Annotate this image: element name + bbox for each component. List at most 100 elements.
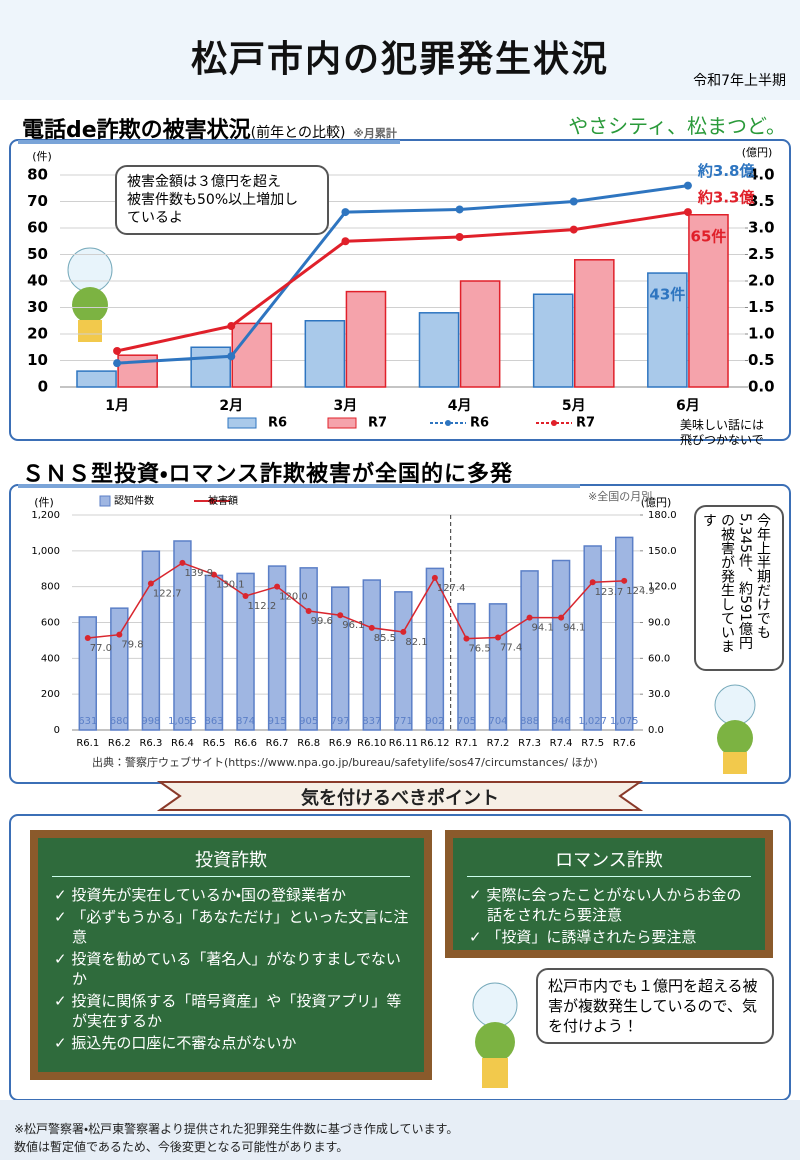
x-tick-label: R6.7	[266, 738, 289, 749]
y-tick-label: 0	[38, 378, 48, 396]
callout: 松戸市内でも１億円を超える被害が複数発生しているので、気を付けよう！	[536, 968, 774, 1044]
bar	[532, 293, 574, 388]
bar	[331, 586, 350, 731]
line-marker	[569, 225, 578, 234]
bar	[173, 540, 192, 731]
y2-tick-label: 30.0	[648, 689, 670, 700]
legend-swatch	[327, 417, 357, 429]
x-tick-label: 4月	[448, 398, 472, 414]
line-marker	[589, 579, 596, 586]
x-tick-label: R6.11	[389, 738, 418, 749]
value-label: 43件	[649, 286, 685, 304]
value-label: 65件	[691, 227, 727, 245]
y-tick-label: 10	[27, 351, 48, 369]
x-tick-label: R6.2	[108, 738, 131, 749]
board-item: 投資先が実在しているか・国の登録業者か	[52, 885, 410, 905]
board-item: 「必ずもうかる」「あなただけ」といった文言に注意	[52, 907, 410, 947]
y2-tick-label: 2.0	[748, 272, 775, 290]
value-label: 902	[425, 716, 444, 727]
y-tick-label: 70	[27, 192, 48, 210]
value-label: 130.1	[216, 580, 245, 591]
x-tick-label: R7.2	[487, 738, 510, 749]
x-tick-label: R7.6	[613, 738, 636, 749]
board-item: 投資に関係する「暗号資産」や「投資アプリ」等が実在するか	[52, 991, 410, 1031]
y-tick-label: 50	[27, 245, 48, 263]
x-tick-label: R7.4	[550, 738, 573, 749]
bar	[204, 574, 224, 731]
value-label: 874	[236, 716, 255, 727]
value-label: 797	[331, 716, 350, 727]
value-label: 約3.8億	[697, 162, 755, 180]
y2-tick-label: 150.0	[648, 546, 677, 557]
line-marker	[368, 624, 375, 631]
line-marker	[113, 359, 122, 368]
x-tick-label: R6.8	[297, 738, 320, 749]
value-label: 約3.3億	[697, 189, 755, 207]
y2-tick-label: 180.0	[648, 510, 677, 521]
value-label: 888	[520, 716, 539, 727]
y2-tick-label: 0.5	[748, 351, 775, 369]
value-label: 79.8	[121, 640, 143, 651]
board: 投資詐欺 投資先が実在しているか・国の登録業者か 「必ずもうかる」「あなただけ」…	[30, 830, 432, 1080]
legend-label: R7	[576, 416, 595, 431]
y-tick-label: 600	[41, 618, 60, 629]
x-tick-label: R6.6	[234, 738, 257, 749]
x-tick-label: 3月	[334, 398, 358, 414]
value-label: 915	[268, 716, 287, 727]
axis-unit: (件)	[32, 150, 52, 163]
legend-swatch	[227, 417, 257, 429]
legend-swatch	[445, 420, 451, 426]
legend-label: R7	[368, 416, 387, 431]
value-label: 85.5	[374, 633, 396, 644]
value-label: 139.9	[184, 568, 213, 579]
y2-tick-label: 3.5	[748, 192, 775, 210]
bar	[141, 550, 161, 731]
y-tick-label: 1,200	[31, 510, 60, 521]
bar	[574, 259, 615, 388]
footer-bg	[0, 1100, 800, 1160]
callout-line: 被害金額は３億円を超え	[127, 174, 281, 190]
bar	[583, 545, 602, 731]
x-tick-label: R6.1	[76, 738, 99, 749]
y-tick-label: 40	[27, 272, 48, 290]
line-marker	[621, 577, 628, 584]
mascot-speech: 美味しい話には 飛びつかないで	[680, 418, 764, 448]
chart-title: ＳＮＳ型投資・ロマンス詐欺被害が全国的に多発	[22, 462, 514, 487]
board-item: 「投資」に誘導されたら要注意	[467, 927, 751, 947]
line-marker	[242, 592, 249, 599]
legend-swatch	[551, 420, 557, 426]
value-label: 1,055	[168, 716, 197, 727]
y2-tick-label: 60.0	[648, 653, 670, 664]
bar	[76, 370, 117, 388]
value-label: 94.1	[563, 623, 585, 634]
bar	[647, 272, 688, 388]
board: ロマンス詐欺 実際に会ったことがない人からお金の話をされたら要注意 「投資」に誘…	[445, 830, 773, 958]
bar	[345, 290, 387, 388]
bar	[520, 570, 539, 731]
bar	[110, 607, 129, 731]
x-tick-label: R7.1	[455, 738, 478, 749]
board-item: 実際に会ったことがない人からお金の話をされたら要注意	[467, 885, 751, 925]
y-tick-label: 30	[27, 298, 48, 316]
bar	[236, 572, 255, 731]
line-marker	[341, 237, 350, 246]
value-label: 77.4	[500, 643, 522, 654]
x-tick-label: 1月	[105, 398, 129, 414]
board-list: 実際に会ったことがない人からお金の話をされたら要注意 「投資」に誘導されたら要注…	[467, 885, 751, 947]
page-title: 松戸市内の犯罪発生状況	[190, 39, 609, 80]
x-tick-label: 2月	[219, 398, 243, 414]
line	[87, 562, 625, 640]
value-label: 631	[78, 716, 97, 727]
y-tick-label: 80	[27, 166, 48, 184]
x-tick-label: R6.3	[139, 738, 162, 749]
line-marker	[113, 346, 122, 355]
value-label: 705	[457, 716, 476, 727]
x-tick-label: R7.5	[581, 738, 604, 749]
bar	[304, 320, 346, 388]
bar	[418, 312, 460, 388]
bar	[551, 559, 571, 731]
line-marker	[463, 635, 470, 642]
y2-tick-label: 3.0	[748, 219, 775, 237]
line-marker	[116, 631, 123, 638]
board-list: 投資先が実在しているか・国の登録業者か 「必ずもうかる」「あなただけ」といった文…	[52, 885, 410, 1053]
